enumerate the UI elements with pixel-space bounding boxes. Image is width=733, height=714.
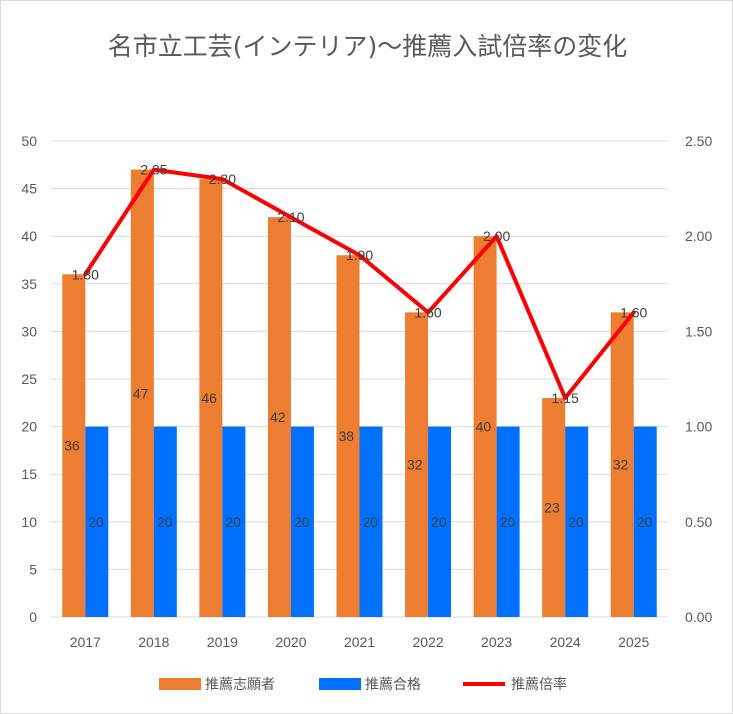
x-tick-label: 2025: [618, 634, 649, 650]
y-left-tick-label: 30: [21, 323, 37, 339]
y-left-tick-label: 0: [29, 609, 37, 625]
bar-value-label: 46: [201, 390, 217, 406]
y-left-tick-label: 35: [21, 276, 37, 292]
bar-value-label: 36: [64, 438, 80, 454]
x-tick-label: 2017: [70, 634, 101, 650]
ratio-value-label: 2.00: [483, 228, 510, 244]
y-right-tick-label: 2.00: [685, 228, 712, 244]
bar-value-label: 32: [407, 457, 423, 473]
x-axis-ticks: 2017 2018 2019 2020 2021 2022 2023 2024 2025: [70, 634, 650, 650]
legend-label: 推薦倍率: [511, 676, 567, 692]
bar-value-label: 20: [568, 514, 584, 530]
ratio-value-label: 1.15: [552, 390, 579, 406]
bar: [359, 426, 383, 617]
y-left-tick-label: 50: [21, 133, 37, 149]
x-tick-label: 2022: [412, 634, 443, 650]
bar: [290, 426, 314, 617]
legend-label: 推薦合格: [365, 676, 421, 692]
ratio-value-label: 1.80: [72, 266, 99, 282]
y-right-tick-label: 1.50: [685, 323, 712, 339]
bar: [336, 255, 360, 618]
bar: [428, 426, 452, 617]
bar: [222, 426, 246, 617]
legend-label: 推薦志願者: [205, 676, 275, 692]
bar: [199, 179, 223, 617]
y-left-tick-label: 5: [29, 561, 37, 577]
left-axis-ticks: 0 5 10 15 20 25 30 35 40 45 50: [21, 133, 37, 625]
bar-value-label: 38: [339, 428, 355, 444]
y-right-tick-label: 0.00: [685, 609, 712, 625]
y-left-tick-label: 40: [21, 228, 37, 244]
legend: 推薦志願者 推薦合格 推薦倍率: [159, 676, 567, 692]
bar-value-label: 47: [133, 385, 149, 401]
bar-value-label: 20: [88, 514, 104, 530]
x-tick-label: 2023: [481, 634, 512, 650]
data-labels: 36 47 46 42 38 32 40 23 32 20 20 20 20 20 20 20 20 20 1.80…: [64, 162, 652, 530]
bar-value-label: 20: [157, 514, 173, 530]
x-tick-label: 2024: [550, 634, 581, 650]
bar-value-label: 23: [544, 500, 560, 516]
bar-value-label: 32: [613, 457, 629, 473]
ratio-value-label: 2.35: [140, 162, 167, 178]
bar: [130, 169, 154, 617]
legend-swatch: [319, 678, 361, 690]
bar-value-label: 40: [476, 419, 492, 435]
y-left-tick-label: 25: [21, 371, 37, 387]
bar: [633, 426, 657, 617]
chart-title: 名市立工芸(インテリア)～推薦入試倍率の変化: [107, 32, 628, 61]
ratio-value-label: 2.10: [277, 209, 304, 225]
bar: [405, 312, 429, 617]
y-right-tick-label: 0.50: [685, 514, 712, 530]
y-right-tick-label: 2.50: [685, 133, 712, 149]
bar-value-label: 20: [294, 514, 310, 530]
x-tick-label: 2021: [344, 634, 375, 650]
bar: [85, 426, 109, 617]
x-tick-label: 2019: [207, 634, 238, 650]
bar: [267, 217, 291, 617]
ratio-value-label: 2.30: [209, 171, 236, 187]
ratio-line: [83, 167, 636, 400]
bar: [473, 236, 497, 617]
bars: [62, 169, 657, 618]
bar: [610, 312, 634, 617]
y-left-tick-label: 45: [21, 181, 37, 197]
bar: [565, 426, 589, 617]
bar: [62, 274, 86, 617]
y-left-tick-label: 10: [21, 514, 37, 530]
y-left-tick-label: 15: [21, 466, 37, 482]
y-left-tick-label: 20: [21, 419, 37, 435]
bar-value-label: 20: [363, 514, 379, 530]
ratio-value-label: 1.90: [346, 247, 373, 263]
bar: [153, 426, 177, 617]
bar-value-label: 20: [225, 514, 241, 530]
x-tick-label: 2020: [275, 634, 306, 650]
y-right-tick-label: 1.00: [685, 419, 712, 435]
ratio-value-label: 1.60: [620, 304, 647, 320]
right-axis-ticks: 0.00 0.50 1.00 1.50 2.00 2.50: [685, 133, 712, 625]
ratio-value-label: 1.60: [414, 304, 441, 320]
x-tick-label: 2018: [138, 634, 169, 650]
bar: [542, 398, 566, 617]
bar-value-label: 42: [270, 409, 286, 425]
bar-value-label: 20: [500, 514, 516, 530]
legend-swatch: [159, 678, 201, 690]
bar: [496, 426, 520, 617]
bar-value-label: 20: [637, 514, 653, 530]
bar-value-label: 20: [431, 514, 447, 530]
